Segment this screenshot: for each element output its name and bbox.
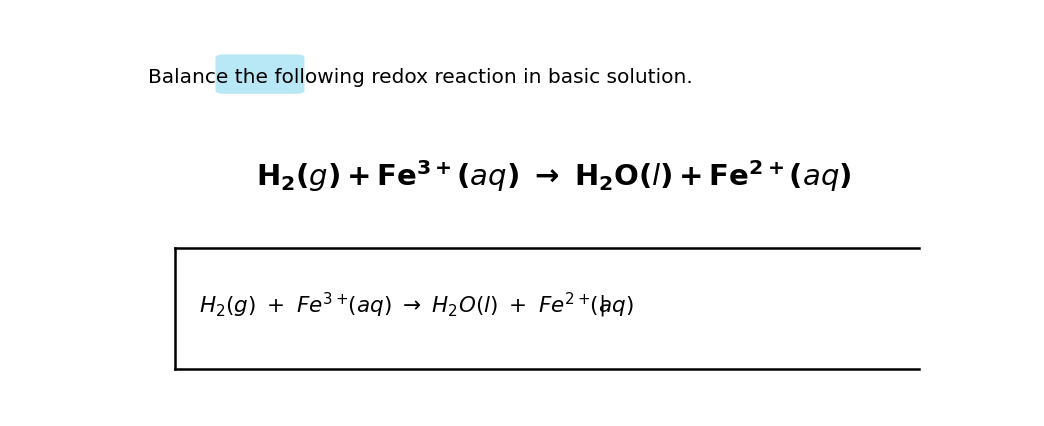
Text: Balance the following redox reaction in basic solution.: Balance the following redox reaction in …	[148, 67, 693, 86]
Text: $|$: $|$	[598, 293, 604, 318]
FancyBboxPatch shape	[215, 55, 305, 94]
Text: $\mathit{H_2(g)\ +\ Fe^{3+}\!(aq)\ \rightarrow\ H_2O(l)\ +\ Fe^{2+}\!(aq)}$: $\mathit{H_2(g)\ +\ Fe^{3+}\!(aq)\ \righ…	[199, 291, 634, 320]
Text: $\bf{H_2(}$$\it{g}$$\bf{)+Fe^{3+}(}$$\it{aq}$$\bf{)\ \rightarrow\ H_2O(}$$\it{l}: $\bf{H_2(}$$\it{g}$$\bf{)+Fe^{3+}(}$$\it…	[256, 158, 851, 194]
